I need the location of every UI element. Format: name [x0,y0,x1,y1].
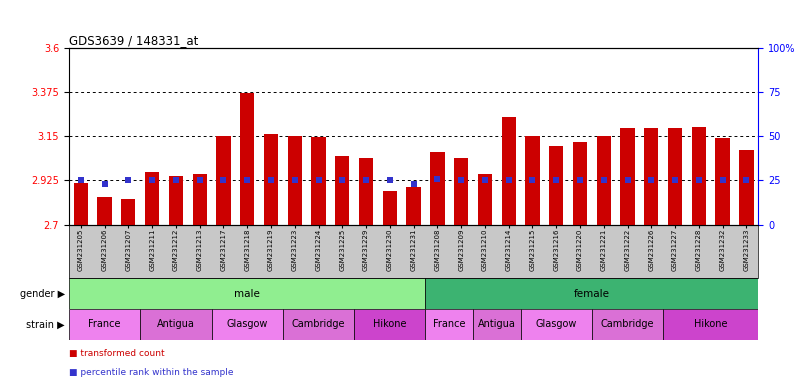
Bar [145,172,159,225]
Text: Hikone: Hikone [694,319,727,329]
Point [502,177,515,184]
Point [597,177,610,184]
Bar [663,309,758,340]
Text: ■ percentile rank within the sample: ■ percentile rank within the sample [69,368,234,377]
Point [146,177,159,184]
Bar [454,158,468,225]
Point [668,177,681,184]
Text: gender ▶: gender ▶ [19,289,65,299]
Bar [592,309,663,340]
Bar [501,117,516,225]
Text: France: France [88,319,121,329]
Bar [431,152,444,225]
Bar [240,93,255,225]
Bar [212,309,283,340]
Bar [74,184,88,225]
Bar [359,158,373,225]
Bar [354,309,426,340]
Bar [311,137,326,225]
Text: Antigua: Antigua [478,319,516,329]
Text: Cambridge: Cambridge [292,319,345,329]
Point [740,177,753,184]
Bar [264,134,278,225]
Bar [406,187,421,225]
Point [573,177,586,184]
Bar [521,309,592,340]
Point [241,177,254,184]
Point [645,177,658,184]
Point [193,177,206,184]
Bar [549,146,564,225]
Point [217,177,230,184]
Bar [740,150,753,225]
Point [478,177,491,184]
Bar [121,199,135,225]
Text: Hikone: Hikone [373,319,406,329]
Point [75,177,88,184]
Bar [169,175,183,225]
Point [359,177,372,184]
Bar [383,191,397,225]
Bar [692,126,706,225]
Point [98,181,111,187]
Bar [426,278,758,309]
Point [431,176,444,182]
Point [407,181,420,187]
Text: France: France [433,319,466,329]
Text: Cambridge: Cambridge [601,319,654,329]
Bar [97,197,112,225]
Point [264,177,277,184]
Point [312,177,325,184]
Point [169,177,182,184]
Point [621,177,634,184]
Text: Glasgow: Glasgow [226,319,268,329]
Point [122,177,135,184]
Point [526,177,539,184]
Bar [573,142,587,225]
Text: Glasgow: Glasgow [535,319,577,329]
Bar [140,309,212,340]
Bar [715,138,730,225]
Point [716,177,729,184]
Bar [283,309,354,340]
Bar [217,136,230,225]
Point [455,177,468,184]
Bar [526,136,539,225]
Text: female: female [574,289,610,299]
Bar [288,136,302,225]
Bar [668,129,682,225]
Text: male: male [234,289,260,299]
Text: ■ transformed count: ■ transformed count [69,349,165,358]
Point [693,177,706,184]
Text: GDS3639 / 148331_at: GDS3639 / 148331_at [69,34,199,47]
Point [384,177,397,184]
Bar [473,309,521,340]
Bar [69,278,426,309]
Bar [69,309,140,340]
Point [550,177,563,184]
Bar [192,174,207,225]
Text: Antigua: Antigua [157,319,195,329]
Bar [597,136,611,225]
Point [288,177,301,184]
Text: strain ▶: strain ▶ [26,319,65,329]
Bar [644,129,659,225]
Bar [478,174,492,225]
Bar [335,156,350,225]
Bar [620,129,635,225]
Bar [426,309,473,340]
Point [336,177,349,184]
